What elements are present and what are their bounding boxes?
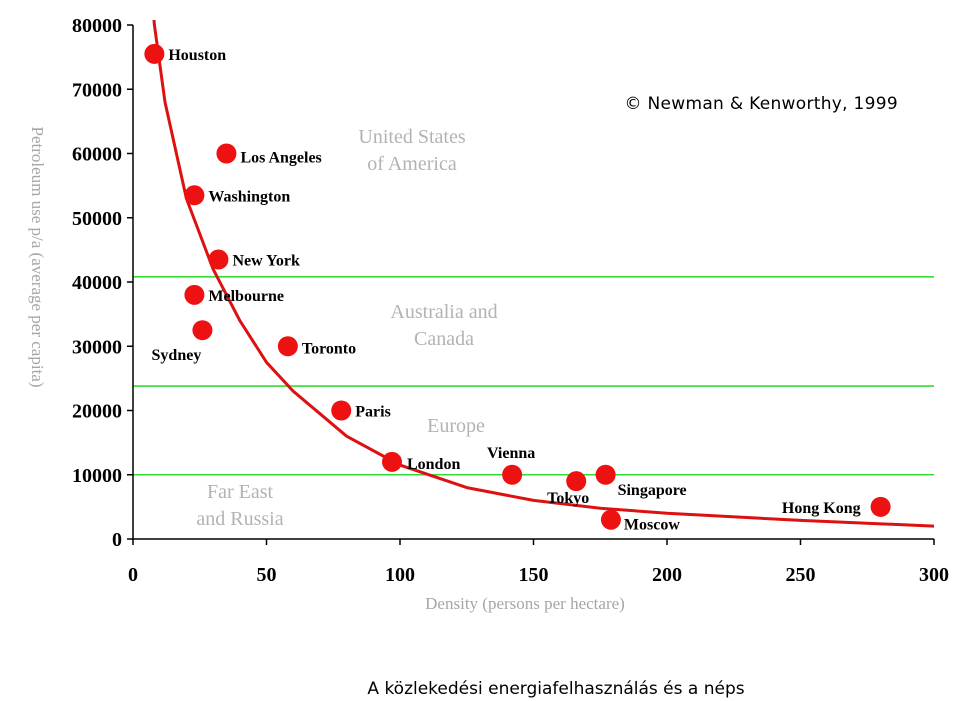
region-label: Far East and Russia: [196, 481, 283, 530]
x-tick-label: 100: [385, 564, 415, 586]
data-points: [144, 43, 891, 530]
slide-caption: A közlekedési energiafelhasználás és a n…: [367, 679, 744, 699]
x-ticks: 0 50 100 150 200 250 300: [128, 539, 949, 586]
data-point-label: Los Angeles: [240, 150, 321, 167]
data-point: [277, 336, 298, 357]
copyright-annotation: © Newman & Kenworthy, 1999: [625, 94, 899, 114]
x-axis-title: Density (persons per hectare): [425, 594, 625, 613]
region-labels: United States of America Australia and Cana…: [196, 126, 497, 530]
data-point: [216, 143, 237, 164]
data-point: [184, 284, 205, 305]
x-tick-label: 200: [652, 564, 682, 586]
data-point: [208, 249, 229, 270]
region-label: United States of America: [358, 126, 465, 175]
y-tick-label: 40000: [72, 272, 122, 294]
x-tick-label: 50: [257, 564, 277, 586]
data-point-label: Vienna: [487, 445, 535, 462]
point-labels: Houston Los Angeles Washington New York Melb…: [152, 47, 861, 534]
x-tick-label: 150: [519, 564, 549, 586]
data-point: [870, 496, 891, 517]
data-point-label: Hong Kong: [782, 500, 861, 517]
region-bands: [133, 276, 934, 476]
y-tick-label: 30000: [72, 336, 122, 358]
y-tick-label: 80000: [72, 15, 122, 37]
data-point-label: Moscow: [624, 517, 680, 534]
data-point-label: Sydney: [152, 347, 202, 364]
data-point-label: Singapore: [618, 482, 687, 499]
y-axis-title: Petroleum use p/a (average per capita): [28, 126, 47, 387]
data-point-label: Houston: [168, 47, 226, 64]
y-tick-label: 0: [112, 529, 122, 551]
data-point-label: Paris: [355, 404, 391, 421]
trend-curve-layer: [152, 20, 934, 528]
trend-curve: [152, 20, 934, 528]
data-point: [184, 185, 205, 206]
x-tick-label: 300: [919, 564, 949, 586]
x-tick-label: 250: [786, 564, 816, 586]
region-label: Australia and Canada: [390, 301, 497, 350]
y-tick-label: 10000: [72, 465, 122, 487]
data-point: [381, 451, 402, 472]
data-point: [595, 464, 616, 485]
data-point: [192, 320, 213, 341]
data-point-label: London: [407, 456, 460, 473]
data-point-label: Washington: [208, 188, 290, 205]
data-point: [502, 464, 523, 485]
x-tick-label: 0: [128, 564, 138, 586]
y-ticks: 0 10000 20000 30000 40000 50000 60000 70000 8000…: [72, 15, 133, 551]
data-point: [566, 471, 587, 492]
data-point-label: Tokyo: [547, 490, 589, 507]
y-tick-label: 50000: [72, 208, 122, 230]
region-label: Europe: [427, 415, 485, 437]
data-point-label: New York: [232, 253, 300, 270]
y-tick-label: 60000: [72, 144, 122, 166]
data-point: [600, 509, 621, 530]
data-point: [144, 43, 165, 64]
data-point-label: Melbourne: [208, 288, 284, 305]
y-tick-label: 20000: [72, 401, 122, 423]
data-point-label: Toronto: [302, 340, 356, 357]
data-point: [331, 400, 352, 421]
y-tick-label: 70000: [72, 79, 122, 101]
